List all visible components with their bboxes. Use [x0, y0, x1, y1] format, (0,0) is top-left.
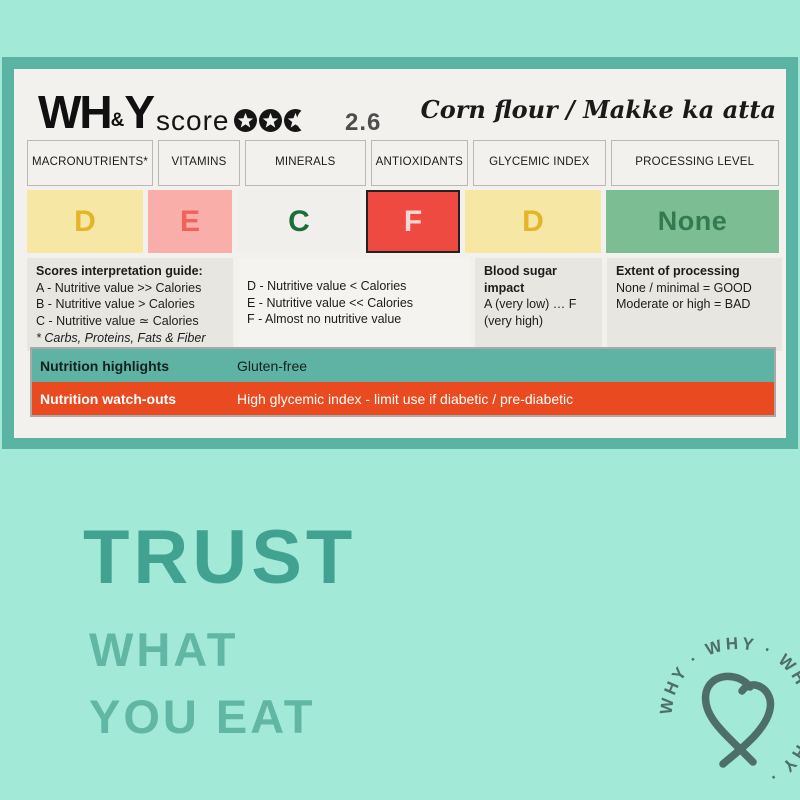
star-rating	[234, 109, 307, 132]
grade-cell-vitamins: E	[148, 190, 232, 253]
column-header-macronutrients: MACRONUTRIENTS*	[27, 140, 154, 186]
grade-cell-glycemic-index: D	[465, 190, 601, 253]
score-card: WH&Y score 2.6 Corn flour / Makke k	[14, 69, 786, 438]
nutrition-highlights-row: Nutrition highlights Gluten-free	[32, 349, 774, 382]
guide-scores-block: Scores interpretation guide: A - Nutriti…	[27, 258, 233, 352]
grade-cell-minerals: C	[237, 190, 361, 253]
grade-cell-antioxidants: F	[366, 190, 460, 253]
guide-glycemic-text: A (very low) … F (very high)	[484, 297, 577, 328]
score-value: 2.6	[345, 109, 382, 136]
nutrition-watchouts-row: Nutrition watch-outs High glycemic index…	[32, 382, 774, 415]
guide-footnote: * Carbs, Proteins, Fats & Fiber	[36, 330, 206, 345]
column-header-vitamins: VITAMINS	[158, 140, 240, 186]
slogan-you-eat: YOU EAT	[89, 690, 316, 743]
nutrition-summary-block: Nutrition highlights Gluten-free Nutriti…	[30, 347, 776, 417]
guide-processing-line1: None / minimal = GOOD	[616, 280, 752, 295]
guide-def-block: D - Nutritive value < Calories E - Nutri…	[238, 258, 470, 352]
guide-line-b: B - Nutritive value > Calories	[36, 297, 195, 312]
heart-icon	[701, 672, 775, 768]
product-name: Corn flour / Makke ka atta	[420, 95, 776, 124]
partial-star-icon	[284, 109, 307, 132]
stamp-circular-text: WHY · WHY · WHY · WHY ·	[656, 634, 800, 789]
guide-processing-block: Extent of processing None / minimal = GO…	[607, 258, 782, 352]
guide-glycemic-block: Blood sugar impact A (very low) … F (ver…	[475, 258, 602, 352]
brand-logo-wh: WH	[38, 86, 113, 138]
brand-logo: WH&Y	[38, 86, 155, 138]
brand-logo-y: Y	[124, 86, 155, 138]
column-header-antioxidants: ANTIOXIDANTS	[370, 140, 469, 186]
guide-line-a: A - Nutritive value >> Calories	[36, 280, 202, 295]
guide-processing-title: Extent of processing	[616, 264, 740, 278]
grade-row: D E C F D None	[27, 190, 779, 253]
nutrition-highlights-value: Gluten-free	[237, 357, 308, 374]
nutrition-watchouts-label: Nutrition watch-outs	[40, 390, 177, 407]
guide-line-d: D - Nutritive value < Calories	[247, 279, 407, 293]
guide-processing-line2: Moderate or high = BAD	[616, 297, 751, 312]
slogan-what: WHAT	[89, 623, 239, 676]
star-icon	[234, 109, 257, 132]
score-label: score	[156, 105, 230, 136]
column-header-minerals: MINERALS	[244, 140, 366, 186]
guide-scores-title: Scores interpretation guide:	[36, 264, 203, 278]
slogan-trust: TRUST	[83, 515, 357, 600]
column-header-processing-level: PROCESSING LEVEL	[610, 140, 779, 186]
category-header-row: MACRONUTRIENTS* VITAMINS MINERALS ANTIOX…	[27, 140, 779, 186]
grade-cell-processing-level: None	[606, 190, 779, 253]
nutrition-watchouts-value: High glycemic index - limit use if diabe…	[237, 390, 574, 407]
grade-cell-macronutrients: D	[27, 190, 143, 253]
guide-line-c: C - Nutritive value ≃ Calories	[36, 313, 199, 328]
guide-glycemic-title: Blood sugar impact	[484, 264, 557, 295]
score-card-frame: WH&Y score 2.6 Corn flour / Makke k	[2, 57, 798, 449]
brand-logo-ampersand: &	[110, 110, 125, 131]
guide-line-f: F - Almost no nutritive value	[247, 312, 402, 327]
column-header-glycemic-index: GLYCEMIC INDEX	[473, 140, 606, 186]
guide-line-e: E - Nutritive value << Calories	[247, 295, 414, 310]
star-icon	[259, 109, 282, 132]
why-heart-stamp: WHY · WHY · WHY · WHY ·	[656, 634, 800, 789]
interpretation-guide: Scores interpretation guide: A - Nutriti…	[27, 258, 782, 352]
nutrition-highlights-label: Nutrition highlights	[40, 357, 170, 374]
